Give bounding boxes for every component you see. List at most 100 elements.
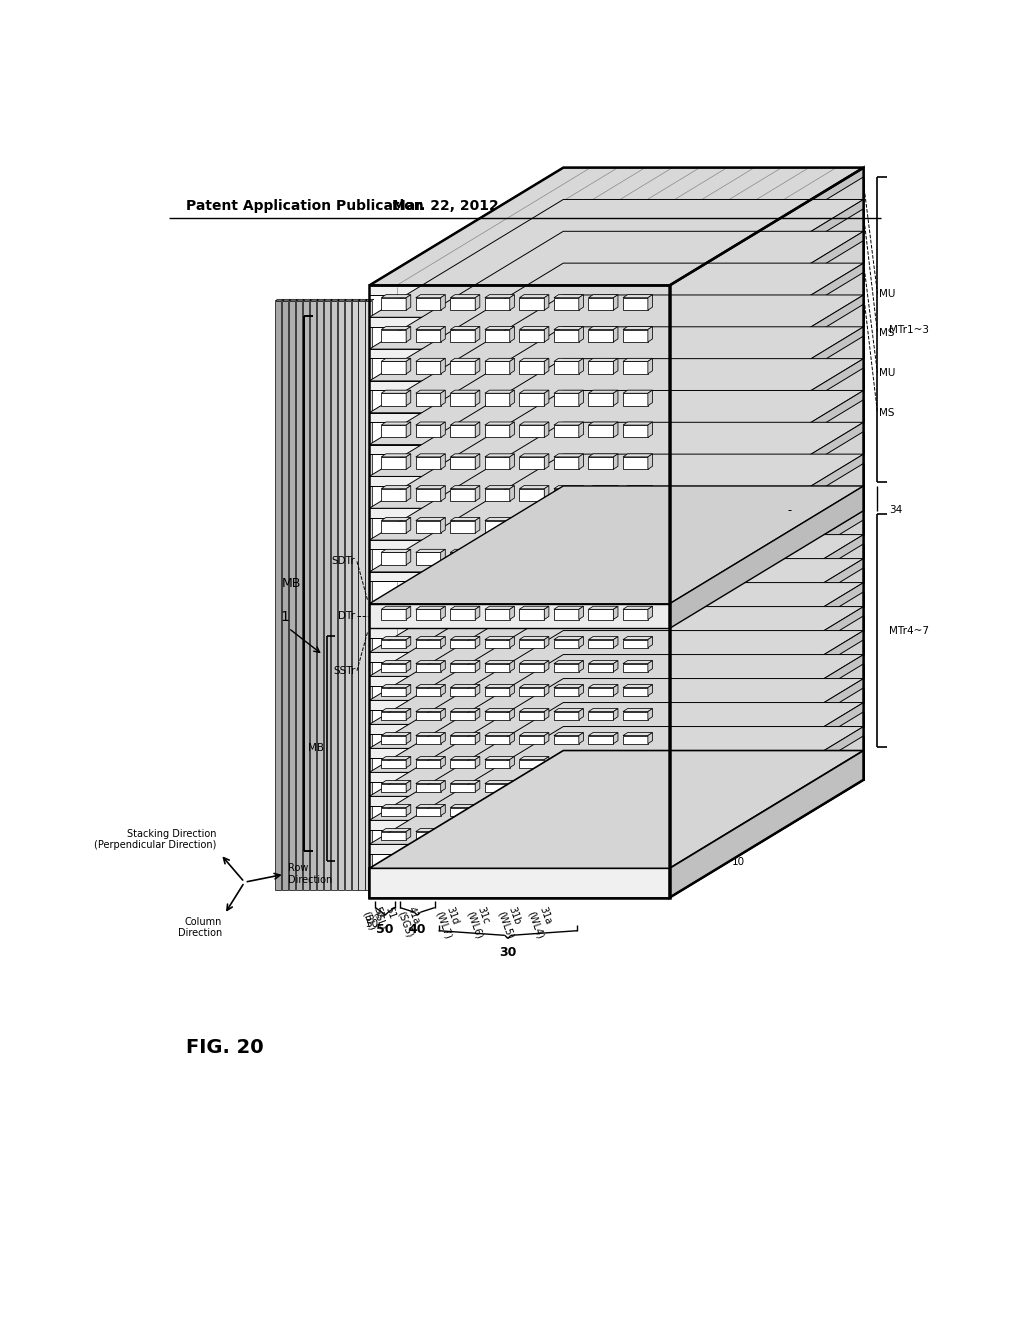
Polygon shape bbox=[416, 664, 440, 672]
Polygon shape bbox=[416, 610, 440, 619]
Polygon shape bbox=[407, 780, 411, 792]
Polygon shape bbox=[589, 362, 613, 374]
Polygon shape bbox=[589, 488, 613, 502]
Polygon shape bbox=[648, 549, 652, 565]
Polygon shape bbox=[370, 869, 670, 898]
Polygon shape bbox=[579, 294, 584, 310]
Polygon shape bbox=[563, 199, 863, 209]
Polygon shape bbox=[589, 832, 613, 840]
Polygon shape bbox=[563, 582, 863, 591]
Polygon shape bbox=[381, 358, 411, 362]
Polygon shape bbox=[440, 660, 445, 672]
Polygon shape bbox=[554, 294, 584, 298]
Polygon shape bbox=[670, 454, 863, 581]
Polygon shape bbox=[519, 549, 549, 552]
Polygon shape bbox=[451, 756, 480, 759]
Polygon shape bbox=[370, 603, 670, 628]
Polygon shape bbox=[485, 488, 510, 502]
Text: FIG. 20: FIG. 20 bbox=[186, 1039, 263, 1057]
Polygon shape bbox=[670, 702, 863, 829]
Polygon shape bbox=[670, 655, 863, 781]
Polygon shape bbox=[358, 301, 365, 890]
Text: MTr1~3: MTr1~3 bbox=[889, 325, 929, 335]
Polygon shape bbox=[370, 796, 670, 805]
Polygon shape bbox=[485, 784, 510, 792]
Polygon shape bbox=[451, 610, 475, 619]
Polygon shape bbox=[648, 733, 652, 743]
Polygon shape bbox=[579, 422, 584, 437]
Polygon shape bbox=[416, 735, 440, 743]
Text: 10: 10 bbox=[731, 857, 744, 867]
Polygon shape bbox=[554, 709, 584, 711]
Polygon shape bbox=[475, 733, 480, 743]
Polygon shape bbox=[283, 300, 291, 301]
Polygon shape bbox=[579, 829, 584, 840]
Polygon shape bbox=[416, 391, 445, 393]
Polygon shape bbox=[589, 326, 617, 330]
Polygon shape bbox=[623, 326, 652, 330]
Polygon shape bbox=[554, 756, 584, 759]
Polygon shape bbox=[554, 358, 584, 362]
Text: 31b
(WL5): 31b (WL5) bbox=[496, 906, 525, 940]
Polygon shape bbox=[648, 660, 652, 672]
Polygon shape bbox=[370, 582, 863, 701]
Polygon shape bbox=[475, 549, 480, 565]
Polygon shape bbox=[381, 326, 411, 330]
Polygon shape bbox=[563, 678, 863, 688]
Polygon shape bbox=[407, 709, 411, 719]
Polygon shape bbox=[554, 549, 584, 552]
Polygon shape bbox=[648, 358, 652, 374]
Polygon shape bbox=[510, 486, 514, 502]
Polygon shape bbox=[613, 549, 617, 565]
Polygon shape bbox=[407, 685, 411, 696]
Polygon shape bbox=[451, 784, 475, 792]
Polygon shape bbox=[648, 606, 652, 619]
Polygon shape bbox=[589, 298, 613, 310]
Polygon shape bbox=[370, 511, 863, 628]
Polygon shape bbox=[381, 486, 411, 488]
Polygon shape bbox=[370, 445, 670, 454]
Polygon shape bbox=[648, 294, 652, 310]
Polygon shape bbox=[670, 263, 863, 391]
Text: 51
(SL): 51 (SL) bbox=[372, 906, 399, 931]
Polygon shape bbox=[451, 549, 480, 552]
Polygon shape bbox=[648, 804, 652, 816]
Polygon shape bbox=[485, 664, 510, 672]
Polygon shape bbox=[554, 829, 584, 832]
Text: 44b: 44b bbox=[425, 583, 444, 594]
Polygon shape bbox=[623, 709, 652, 711]
Polygon shape bbox=[451, 829, 480, 832]
Polygon shape bbox=[475, 517, 480, 533]
Polygon shape bbox=[370, 359, 863, 477]
Polygon shape bbox=[475, 326, 480, 342]
Polygon shape bbox=[451, 735, 475, 743]
Polygon shape bbox=[370, 454, 863, 572]
Polygon shape bbox=[416, 688, 440, 696]
Polygon shape bbox=[670, 631, 863, 758]
Polygon shape bbox=[545, 517, 549, 533]
Polygon shape bbox=[623, 425, 648, 437]
Polygon shape bbox=[370, 413, 670, 422]
Polygon shape bbox=[485, 606, 514, 610]
Polygon shape bbox=[358, 300, 367, 301]
Polygon shape bbox=[579, 733, 584, 743]
Polygon shape bbox=[623, 688, 648, 696]
Text: 52
(BL): 52 (BL) bbox=[360, 906, 388, 932]
Polygon shape bbox=[303, 300, 311, 301]
Polygon shape bbox=[623, 330, 648, 342]
Polygon shape bbox=[589, 804, 617, 808]
Polygon shape bbox=[623, 488, 648, 502]
Polygon shape bbox=[579, 486, 584, 502]
Polygon shape bbox=[510, 829, 514, 840]
Text: 31a
(WL4): 31a (WL4) bbox=[526, 906, 556, 940]
Polygon shape bbox=[370, 486, 863, 603]
Polygon shape bbox=[579, 517, 584, 533]
Polygon shape bbox=[554, 660, 584, 664]
Text: MB: MB bbox=[282, 577, 301, 590]
Polygon shape bbox=[589, 660, 617, 664]
Polygon shape bbox=[554, 784, 579, 792]
Polygon shape bbox=[613, 358, 617, 374]
Polygon shape bbox=[381, 784, 407, 792]
Text: MTr4~7: MTr4~7 bbox=[889, 626, 929, 635]
Polygon shape bbox=[451, 780, 480, 784]
